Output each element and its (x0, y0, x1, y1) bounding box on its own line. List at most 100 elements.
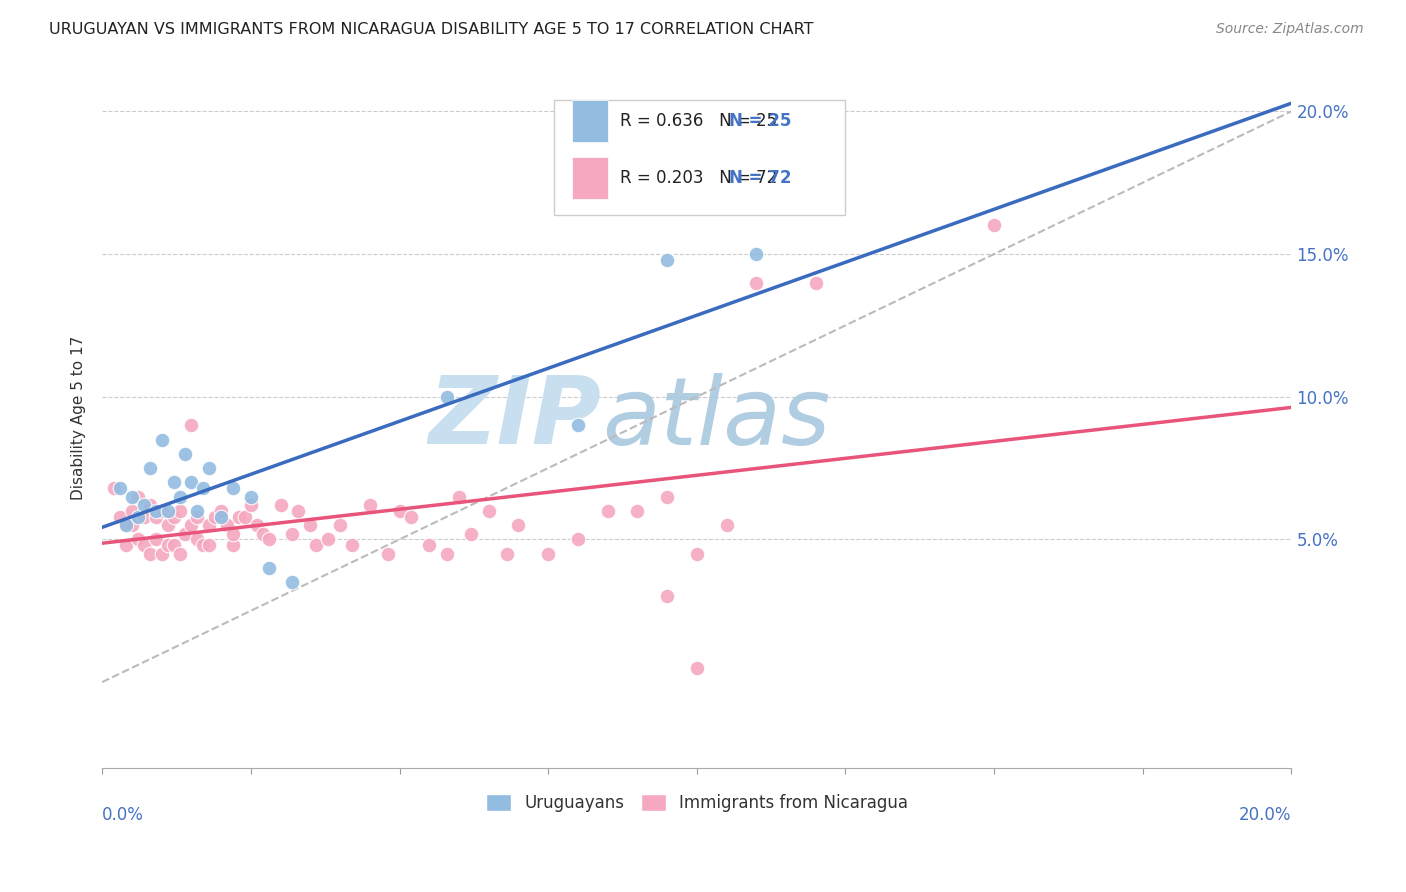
Point (686, 547, 709, 561)
Point (567, 533, 589, 547)
Point (239, 498, 262, 512)
Point (495, 547, 517, 561)
Point (162, 538, 184, 552)
Point (198, 538, 221, 552)
Text: R = 0.203   N = 72: R = 0.203 N = 72 (620, 169, 776, 187)
Point (204, 509, 226, 524)
Point (127, 490, 149, 504)
Point (281, 575, 304, 590)
FancyBboxPatch shape (554, 100, 845, 215)
Point (508, 518, 530, 533)
Point (132, 509, 155, 524)
Point (156, 538, 179, 552)
Point (460, 526, 482, 541)
Point (447, 490, 470, 504)
Point (180, 518, 202, 533)
Point (145, 509, 167, 524)
Point (198, 461, 221, 475)
FancyBboxPatch shape (572, 157, 607, 199)
Point (537, 547, 560, 561)
Point (115, 518, 138, 533)
Text: 0.0%: 0.0% (103, 806, 143, 824)
Point (150, 433, 173, 447)
Point (436, 547, 458, 561)
Point (193, 538, 215, 552)
Point (132, 498, 155, 512)
Point (198, 518, 221, 533)
Point (686, 661, 709, 675)
Point (186, 533, 208, 547)
Point (239, 490, 262, 504)
Text: N = 72: N = 72 (728, 169, 792, 187)
Point (145, 533, 167, 547)
Point (626, 504, 648, 518)
Point (436, 390, 458, 404)
Point (169, 490, 191, 504)
Point (804, 276, 827, 290)
Point (174, 447, 197, 461)
Point (121, 518, 143, 533)
Point (169, 547, 191, 561)
Point (139, 461, 162, 475)
Point (257, 533, 280, 547)
Point (127, 533, 149, 547)
Text: Source: ZipAtlas.com: Source: ZipAtlas.com (1216, 22, 1364, 37)
Point (156, 518, 179, 533)
Point (139, 547, 162, 561)
Point (156, 504, 179, 518)
Point (150, 504, 173, 518)
Point (359, 498, 381, 512)
Point (162, 475, 184, 490)
Point (270, 498, 292, 512)
Point (115, 518, 138, 533)
Point (174, 526, 197, 541)
Point (209, 504, 232, 518)
Point (169, 504, 191, 518)
Point (596, 504, 619, 518)
Point (299, 518, 322, 533)
Point (745, 276, 768, 290)
Point (316, 533, 339, 547)
Point (222, 538, 245, 552)
Point (108, 509, 131, 524)
Point (103, 481, 125, 495)
Point (388, 504, 411, 518)
Point (281, 526, 304, 541)
Point (150, 547, 173, 561)
Text: R = 0.636   N = 25: R = 0.636 N = 25 (620, 112, 776, 130)
Point (745, 247, 768, 261)
Text: N = 25: N = 25 (728, 112, 792, 130)
Point (655, 252, 678, 267)
Point (233, 509, 256, 524)
Point (983, 219, 1005, 233)
Point (132, 538, 155, 552)
Point (108, 481, 131, 495)
Point (329, 518, 352, 533)
Y-axis label: Disability Age 5 to 17: Disability Age 5 to 17 (72, 336, 86, 500)
Point (567, 418, 589, 433)
Point (222, 526, 245, 541)
Text: atlas: atlas (602, 373, 830, 464)
Point (340, 538, 363, 552)
Point (655, 490, 678, 504)
Legend: Uruguayans, Immigrants from Nicaragua: Uruguayans, Immigrants from Nicaragua (479, 788, 915, 819)
Point (121, 504, 143, 518)
Point (139, 498, 162, 512)
Text: 20.0%: 20.0% (1239, 806, 1292, 824)
Point (305, 538, 328, 552)
Point (228, 509, 250, 524)
Point (186, 504, 208, 518)
Text: URUGUAYAN VS IMMIGRANTS FROM NICARAGUA DISABILITY AGE 5 TO 17 CORRELATION CHART: URUGUAYAN VS IMMIGRANTS FROM NICARAGUA D… (49, 22, 814, 37)
Point (121, 490, 143, 504)
Point (217, 518, 239, 533)
Point (209, 509, 232, 524)
Point (115, 538, 138, 552)
Point (287, 504, 309, 518)
Point (162, 509, 184, 524)
Point (655, 590, 678, 604)
Point (716, 518, 738, 533)
Point (127, 509, 149, 524)
Point (252, 526, 274, 541)
Point (401, 509, 423, 524)
Point (418, 538, 440, 552)
